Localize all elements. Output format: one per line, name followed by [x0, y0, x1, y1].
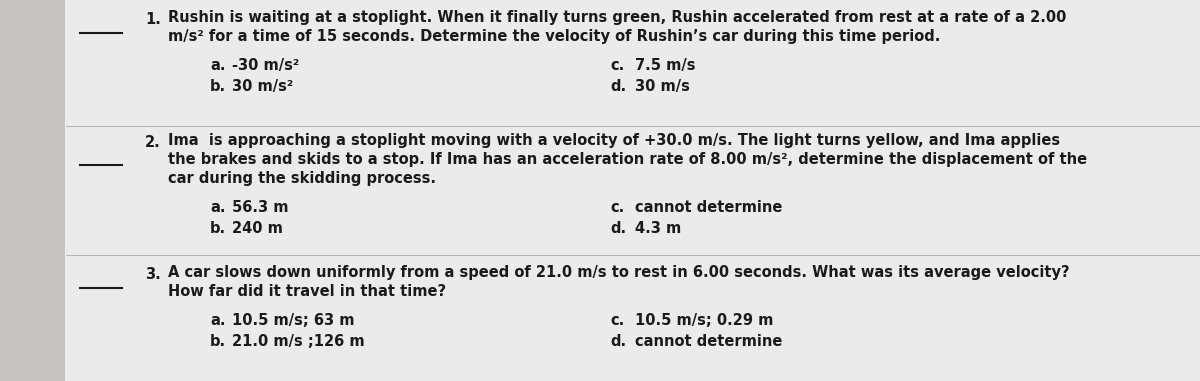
Text: 10.5 m/s; 0.29 m: 10.5 m/s; 0.29 m — [635, 313, 773, 328]
Text: 2.: 2. — [145, 135, 161, 150]
Text: a.: a. — [210, 313, 226, 328]
Text: m/s² for a time of 15 seconds. Determine the velocity of Rushin’s car during thi: m/s² for a time of 15 seconds. Determine… — [168, 29, 941, 44]
Text: A car slows down uniformly from a speed of 21.0 m/s to rest in 6.00 seconds. Wha: A car slows down uniformly from a speed … — [168, 265, 1069, 280]
Text: a.: a. — [210, 200, 226, 215]
Text: 30 m/s: 30 m/s — [635, 79, 690, 94]
Text: 3.: 3. — [145, 267, 161, 282]
Text: 240 m: 240 m — [232, 221, 283, 236]
Text: 30 m/s²: 30 m/s² — [232, 79, 293, 94]
Text: d.: d. — [610, 334, 626, 349]
Text: How far did it travel in that time?: How far did it travel in that time? — [168, 284, 446, 299]
Text: a.: a. — [210, 58, 226, 73]
Text: Rushin is waiting at a stoplight. When it finally turns green, Rushin accelerate: Rushin is waiting at a stoplight. When i… — [168, 10, 1067, 25]
Text: 21.0 m/s ;126 m: 21.0 m/s ;126 m — [232, 334, 365, 349]
Text: cannot determine: cannot determine — [635, 200, 782, 215]
Text: cannot determine: cannot determine — [635, 334, 782, 349]
Text: Ima  is approaching a stoplight moving with a velocity of +30.0 m/s. The light t: Ima is approaching a stoplight moving wi… — [168, 133, 1060, 148]
Text: the brakes and skids to a stop. If Ima has an acceleration rate of 8.00 m/s², de: the brakes and skids to a stop. If Ima h… — [168, 152, 1087, 167]
Text: b.: b. — [210, 221, 226, 236]
Text: c.: c. — [610, 58, 624, 73]
Text: 7.5 m/s: 7.5 m/s — [635, 58, 696, 73]
Text: b.: b. — [210, 79, 226, 94]
Text: 56.3 m: 56.3 m — [232, 200, 288, 215]
Text: 10.5 m/s; 63 m: 10.5 m/s; 63 m — [232, 313, 354, 328]
Text: 4.3 m: 4.3 m — [635, 221, 682, 236]
Text: d.: d. — [610, 221, 626, 236]
Text: c.: c. — [610, 200, 624, 215]
Text: b.: b. — [210, 334, 226, 349]
Text: car during the skidding process.: car during the skidding process. — [168, 171, 436, 186]
Text: d.: d. — [610, 79, 626, 94]
FancyBboxPatch shape — [65, 0, 1200, 381]
Text: 1.: 1. — [145, 12, 161, 27]
Text: -30 m/s²: -30 m/s² — [232, 58, 299, 73]
Text: c.: c. — [610, 313, 624, 328]
